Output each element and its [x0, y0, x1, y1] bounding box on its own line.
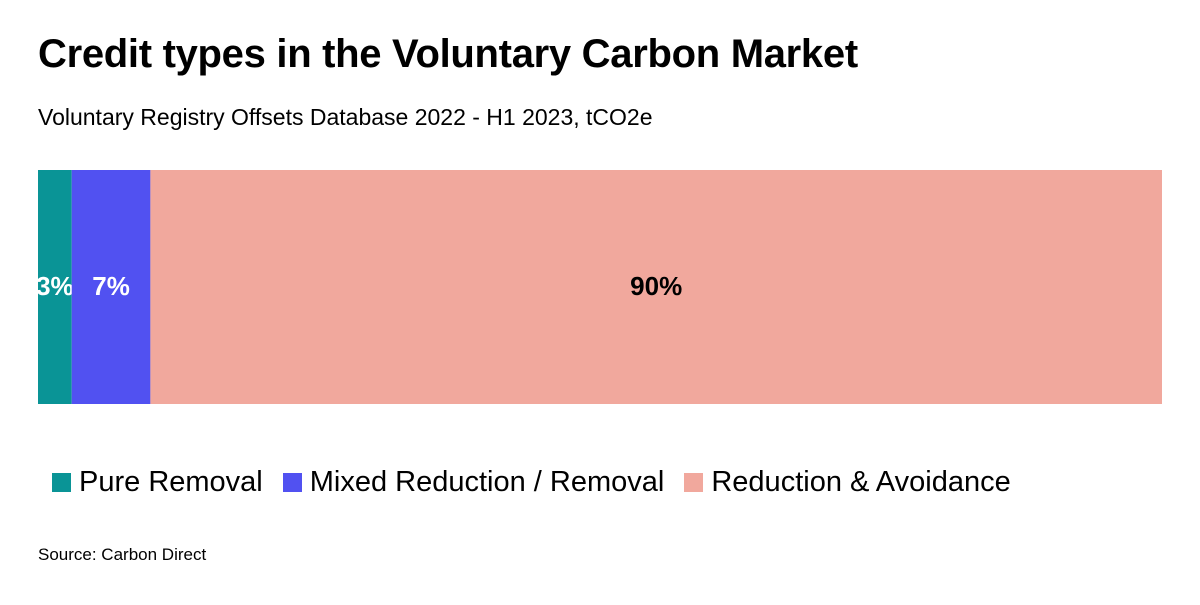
- chart-canvas: 3% 7% 90%: [38, 170, 1162, 404]
- legend-swatch: [282, 473, 302, 492]
- chart-title: Credit types in the Voluntary Carbon Mar…: [38, 32, 858, 76]
- legend-item-2: Mixed Reduction / Removal: [282, 466, 665, 499]
- stacked-bar-chart: 3% 7% 90%: [38, 170, 1162, 404]
- legend-swatch: [684, 473, 704, 492]
- bar-segment-1: [38, 170, 72, 404]
- data-label-1: 3%: [38, 271, 74, 301]
- legend-label: Reduction & Avoidance: [711, 466, 1011, 498]
- legend-label: Mixed Reduction / Removal: [309, 466, 665, 498]
- bar-segment-2: [71, 170, 151, 404]
- chart-legend: Pure Removal Mixed Reduction / Removal Red…: [52, 466, 1031, 499]
- chart-subtitle: Voluntary Registry Offsets Database 2022…: [38, 104, 653, 130]
- source-note: Source: Carbon Direct: [38, 545, 207, 564]
- data-label-2: 7%: [92, 271, 130, 301]
- legend-swatch: [52, 473, 71, 492]
- bar-segment-3: [150, 170, 1162, 404]
- legend-item-1: Pure Removal: [52, 466, 263, 499]
- legend-label: Pure Removal: [79, 466, 263, 498]
- legend-item-3: Reduction & Avoidance: [684, 466, 1011, 499]
- data-label-3: 90%: [630, 271, 682, 301]
